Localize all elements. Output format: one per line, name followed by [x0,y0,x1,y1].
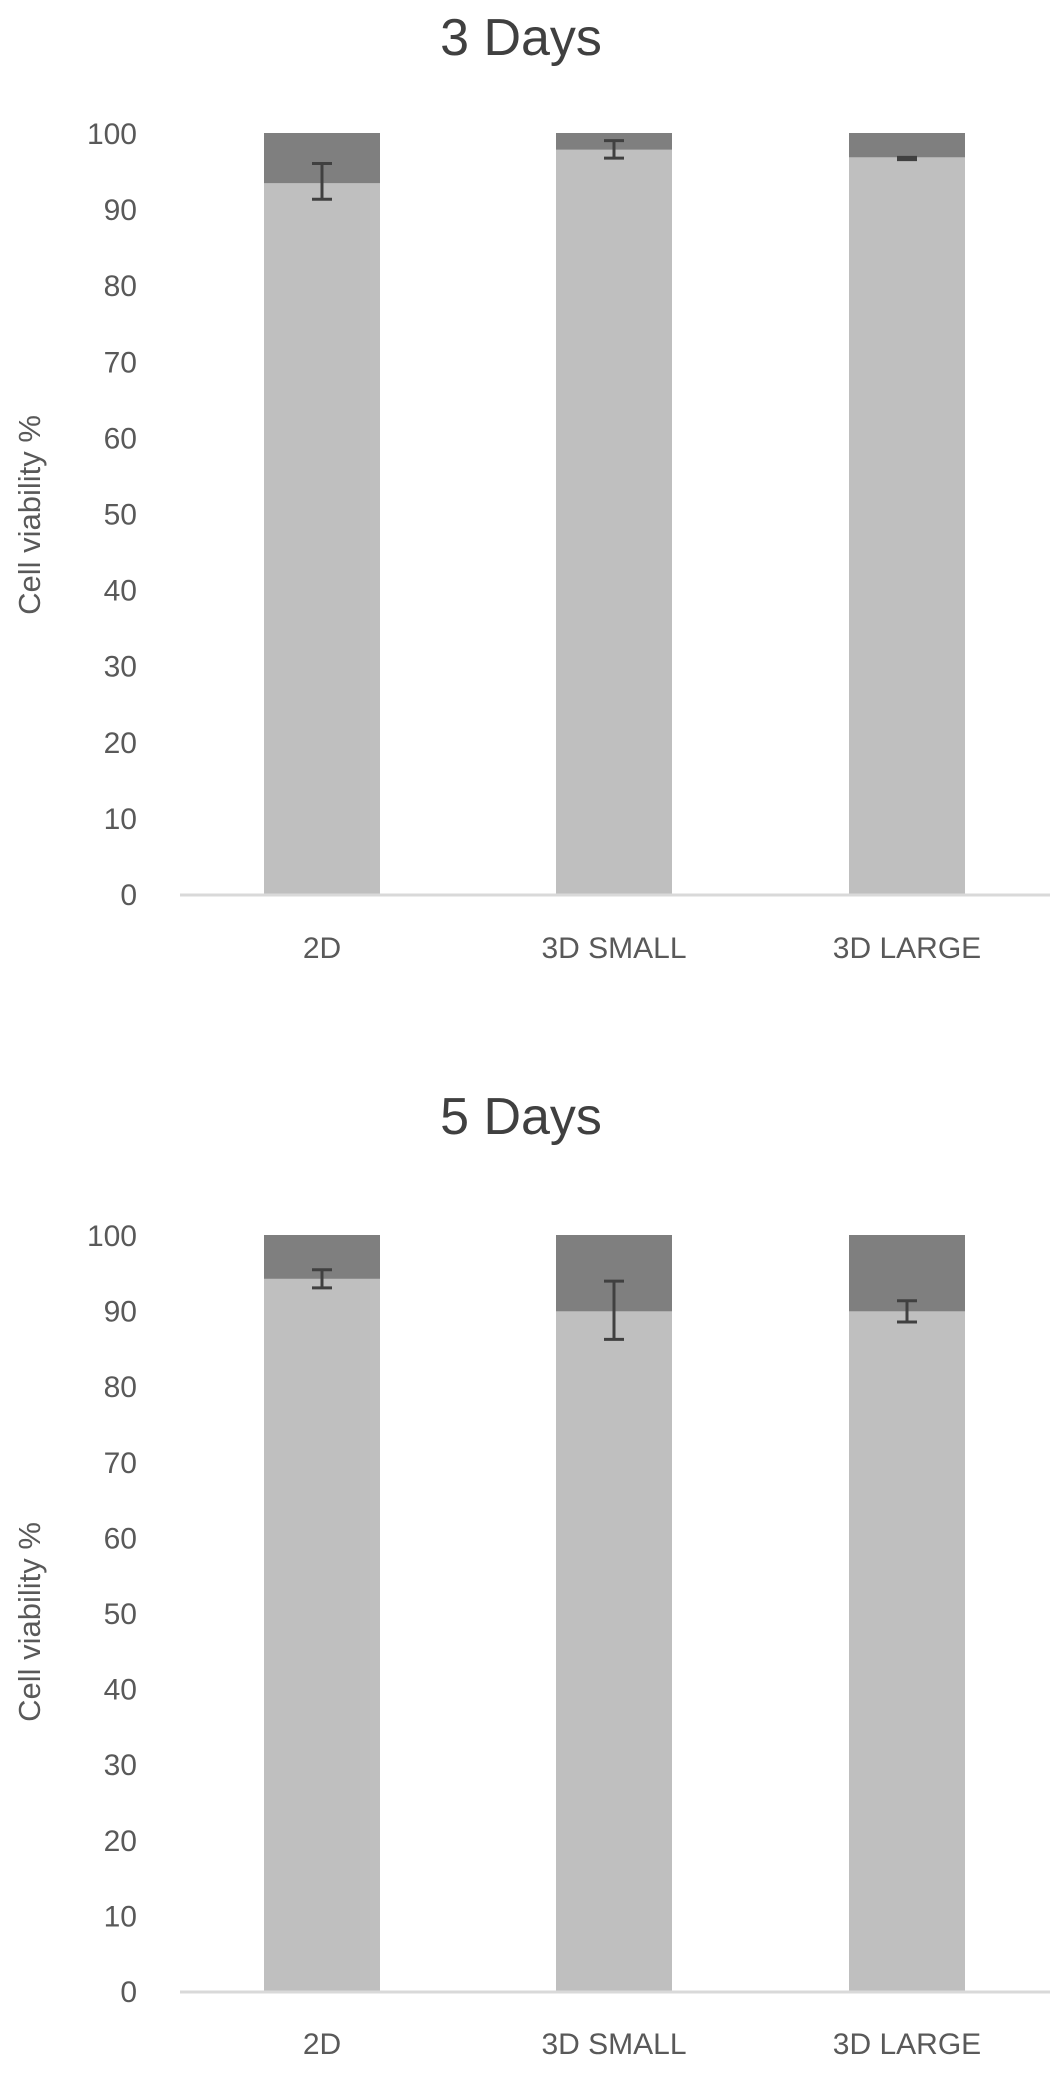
y-tick-label: 0 [120,1976,137,2009]
chart-3-days-svg: 3 Days Cell viability % 0 10 20 30 40 50 60 70 8… [12,9,1050,965]
y-tick-label: 40 [104,1674,137,1707]
y-tick-label: 10 [104,1900,137,1933]
x-category-label: 3D LARGE [833,932,981,965]
bar-viable [849,1311,965,1991]
y-tick-label: 50 [104,1598,137,1631]
x-category-label: 3D SMALL [541,932,686,965]
y-axis-label: Cell viability % [12,415,47,615]
y-tick-label: 90 [104,1296,137,1329]
bars-group [264,133,965,895]
chart-5-days: 5 Days Cell viability % 0 10 20 30 40 50 60 70 8… [0,1037,1063,2074]
y-tick-label: 10 [104,803,137,836]
error-bar [312,1268,332,1290]
chart-3-days: 3 Days Cell viability % 0 10 20 30 40 50 60 70 8… [12,9,1050,965]
bar-nonviable [849,1235,965,1312]
y-tick-label: 20 [104,727,137,760]
bar-viable [556,1311,672,1991]
bars-group [264,1235,965,1991]
y-tick-label: 100 [87,1220,137,1253]
x-category-label: 3D LARGE [833,2028,981,2061]
error-bar [312,161,332,201]
y-tick-label: 70 [104,1447,137,1480]
y-tick-label: 60 [104,1522,137,1555]
x-category-label: 3D SMALL [541,2028,686,2061]
y-tick-label: 50 [104,499,137,532]
chart-title: 5 Days [440,1088,602,1146]
chart-5-days-svg: 5 Days Cell viability % 0 10 20 30 40 50 60 70 8… [12,1088,1050,2061]
y-tick-label: 0 [120,879,137,912]
y-tick-label: 20 [104,1825,137,1858]
chart-title: 3 Days [440,9,602,67]
bar-viable [264,183,380,894]
y-tick-label: 60 [104,422,137,455]
y-tick-label: 30 [104,1749,137,1782]
x-category-label: 2D [303,932,341,965]
y-tick-label: 70 [104,346,137,379]
y-tick-label: 40 [104,575,137,608]
error-bar [897,155,917,162]
bar-viable [556,149,672,894]
y-axis-label: Cell viability % [12,1522,47,1722]
error-bar [604,1279,624,1341]
y-tick-label: 30 [104,651,137,684]
x-category-label: 2D [303,2028,341,2061]
error-bar [604,139,624,160]
bar-nonviable [849,133,965,158]
bar-viable [264,1278,380,1991]
y-tick-label: 80 [104,1371,137,1404]
y-tick-label: 90 [104,194,137,227]
y-tick-label: 80 [104,270,137,303]
bar-viable [849,157,965,895]
error-bar [897,1299,917,1324]
y-tick-label: 100 [87,118,137,151]
